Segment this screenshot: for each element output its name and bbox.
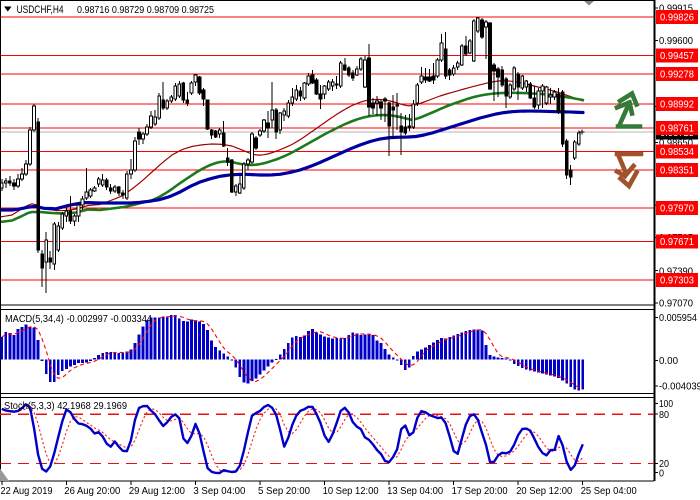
svg-text:0.97671: 0.97671 bbox=[660, 236, 694, 248]
svg-text:0.98534: 0.98534 bbox=[660, 146, 694, 158]
svg-text:0.99600: 0.99600 bbox=[659, 35, 693, 47]
svg-text:10 Sep 12:00: 10 Sep 12:00 bbox=[323, 485, 379, 497]
svg-text:0: 0 bbox=[659, 467, 664, 479]
svg-text:17 Sep 20:00: 17 Sep 20:00 bbox=[452, 485, 508, 497]
svg-text:-0.004039: -0.004039 bbox=[659, 381, 700, 393]
svg-text:0.97970: 0.97970 bbox=[660, 203, 694, 215]
svg-text:13 Sep 04:00: 13 Sep 04:00 bbox=[387, 485, 443, 497]
svg-text:80: 80 bbox=[659, 409, 669, 421]
svg-text:0.99278: 0.99278 bbox=[660, 69, 694, 81]
svg-text:USDCHF,H4: USDCHF,H4 bbox=[17, 4, 64, 16]
svg-text:3 Sep 04:00: 3 Sep 04:00 bbox=[193, 485, 245, 497]
svg-text:25 Sep 04:00: 25 Sep 04:00 bbox=[581, 485, 637, 497]
svg-text:26 Aug 20:00: 26 Aug 20:00 bbox=[64, 485, 120, 497]
svg-text:29 Aug 12:00: 29 Aug 12:00 bbox=[129, 485, 185, 497]
svg-text:0.00: 0.00 bbox=[659, 355, 678, 367]
svg-text:5 Sep 20:00: 5 Sep 20:00 bbox=[258, 485, 310, 497]
svg-text:MACD(5,34,4) -0.002997 -0.0033: MACD(5,34,4) -0.002997 -0.003344 bbox=[5, 313, 152, 325]
svg-text:0.98716 0.98729 0.98709 0.9872: 0.98716 0.98729 0.98709 0.98725 bbox=[77, 4, 214, 16]
svg-text:Stoch(5,3,3) 42.1968 29.1969: Stoch(5,3,3) 42.1968 29.1969 bbox=[4, 400, 127, 412]
svg-text:0.97303: 0.97303 bbox=[660, 275, 694, 287]
svg-text:100: 100 bbox=[659, 398, 673, 410]
svg-text:22 Aug 2019: 22 Aug 2019 bbox=[1, 485, 53, 497]
svg-text:0.005954: 0.005954 bbox=[659, 312, 697, 324]
svg-text:0.97070: 0.97070 bbox=[659, 298, 693, 310]
svg-text:0.98761: 0.98761 bbox=[660, 123, 694, 135]
svg-text:20 Sep 12:00: 20 Sep 12:00 bbox=[516, 485, 572, 497]
svg-text:0.98351: 0.98351 bbox=[660, 165, 694, 177]
svg-text:0.99826: 0.99826 bbox=[660, 12, 694, 24]
svg-text:0.98992: 0.98992 bbox=[660, 99, 694, 111]
svg-text:0.99457: 0.99457 bbox=[660, 50, 694, 62]
svg-text:20: 20 bbox=[659, 458, 669, 470]
